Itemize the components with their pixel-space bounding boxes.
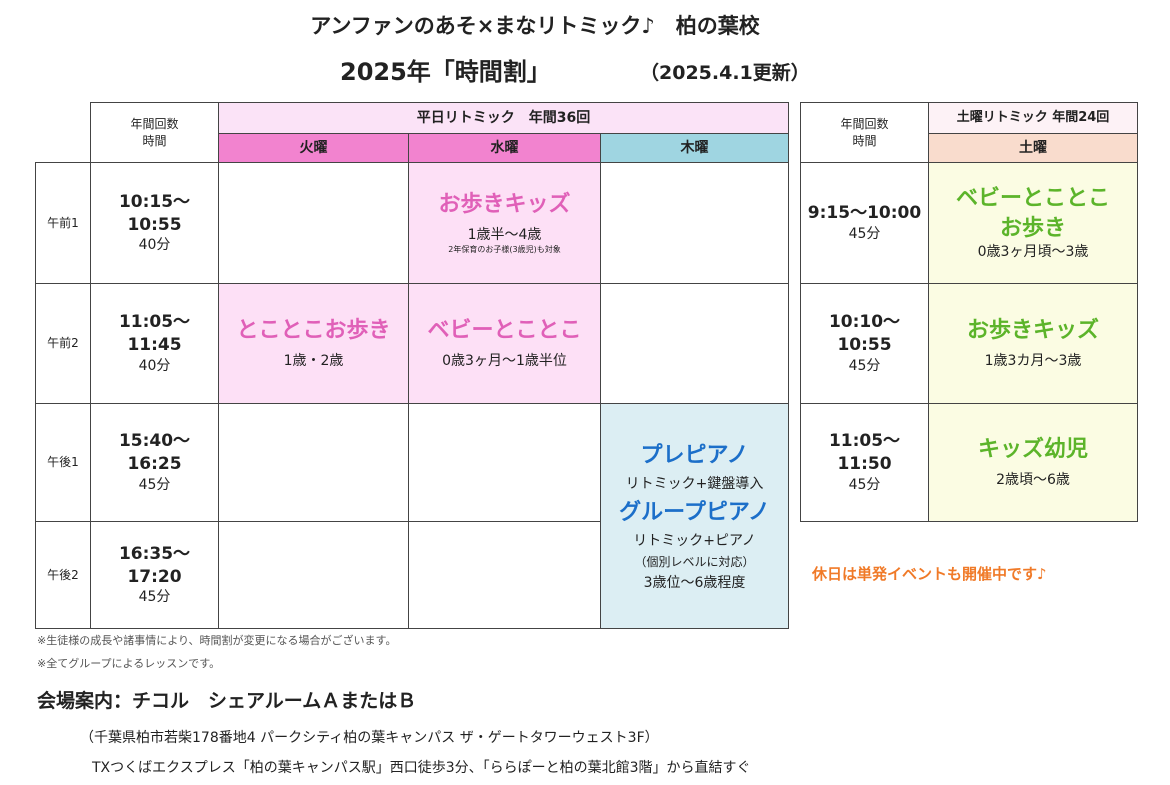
time-cell: 16:35～ 17:20 45分 [90,521,219,629]
class-age: 0歳3ヶ月頃～3歳 [977,244,1089,261]
class-name: ベビーとことこ [427,318,582,344]
corner-label: 時間 [142,133,167,148]
duration: 45分 [138,476,171,493]
class-desc: リトミック+鍵盤導入 [625,475,764,492]
class-name: キッズ幼児 [977,437,1088,463]
empty-cell [408,521,601,629]
day-sat: 土曜 [928,133,1138,163]
duration: 40分 [138,237,171,254]
class-name: お歩き [999,215,1066,241]
empty-cell [218,521,409,629]
empty-cell [600,283,789,404]
class-age: 0歳3ヶ月～1歳半位 [442,352,567,369]
venue-title: 会場案内：チコル シェアルームＡまたはＢ [37,690,417,712]
duration: 45分 [848,476,881,493]
class-cell: キッズ幼児 2歳頃～6歳 [928,403,1138,522]
class-note: 2年保育のお子様(3歳児)も対象 [448,244,561,254]
time: 11:45 [127,335,182,356]
time: 11:05～ [118,312,191,333]
time: 11:50 [837,454,892,475]
class-note: （個別レベルに対応） [634,554,755,569]
day-thu: 木曜 [600,133,789,163]
venue-access: TXつくばエクスプレス「柏の葉キャンパス駅」西口徒歩3分、「ららぽーと柏の葉北館… [92,760,751,776]
time-cell: 11:05～ 11:50 45分 [800,403,929,522]
period-label: 午前1 [35,162,91,284]
corner-label: 時間 [852,133,877,148]
corner-label: 年間回数 [840,117,889,132]
time: 9:15～10:00 [807,203,922,224]
note: ※全てグループによるレッスンです。 [37,657,221,670]
time: 16:35～ [118,543,191,564]
time: 15:40～ [118,431,191,452]
period-label: 午前2 [35,283,91,404]
saturday-corner: 年間回数 時間 [800,102,929,163]
corner-label: 年間回数 [130,117,179,132]
page-title: アンファンのあそ×まなリトミック♪ 柏の葉校 [310,14,760,38]
time-cell: 11:05～ 11:45 40分 [90,283,219,404]
note: ※生徒様の成長や諸事情により、時間割が変更になる場合がございます。 [37,634,397,647]
time-cell: 9:15～10:00 45分 [800,162,929,284]
duration: 40分 [138,357,171,374]
class-cell: ベビーとことこ お歩き 0歳3ヶ月頃～3歳 [928,162,1138,284]
class-age: 3歳位～6歳程度 [643,574,746,591]
class-name: プレピアノ [640,442,749,468]
day-tue: 火曜 [218,133,409,163]
class-name: お歩きキッズ [966,318,1099,344]
duration: 45分 [848,226,881,243]
time-cell: 15:40～ 16:25 45分 [90,403,219,522]
class-cell: ベビーとことこ 0歳3ヶ月～1歳半位 [408,283,601,404]
weekday-banner: 平日リトミック 年間36回 [218,102,789,134]
class-name: とことこお歩き [236,318,391,344]
time-cell: 10:10～ 10:55 45分 [800,283,929,404]
page-subtitle: 2025年「時間割」 [340,58,551,86]
class-cell: とことこお歩き 1歳・2歳 [218,283,409,404]
class-name: お歩きキッズ [438,192,571,218]
class-desc: リトミック+ピアノ [633,533,756,550]
period-label: 午後1 [35,403,91,522]
duration: 45分 [138,589,171,606]
period-label: 午後2 [35,521,91,629]
time-cell: 10:15～ 10:55 40分 [90,162,219,284]
holiday-note: 休日は単発イベントも開催中です♪ [812,565,1047,583]
time: 10:15～ [118,191,191,212]
class-name: ベビーとことこ [955,185,1110,211]
time: 10:55 [127,214,182,235]
class-age: 2歳頃～6歳 [996,471,1070,488]
time: 10:10～ [828,312,901,333]
venue-address: （千葉県柏市若柴178番地4 パークシティ柏の葉キャンパス ザ・ゲートタワーウェ… [80,730,659,746]
class-cell: お歩きキッズ 1歳半～4歳 2年保育のお子様(3歳児)も対象 [408,162,601,284]
class-name: グループピアノ [619,500,770,526]
duration: 45分 [848,357,881,374]
time: 11:05～ [828,431,901,452]
piano-class-cell: プレピアノリトミック+鍵盤導入グループピアノリトミック+ピアノ （個別レベルに対応… [600,403,789,629]
empty-cell [600,162,789,284]
time: 10:55 [837,335,892,356]
class-age: 1歳3カ月～3歳 [984,352,1082,369]
class-age: 1歳半～4歳 [467,227,542,243]
updated-date: （2025.4.1更新） [640,62,810,84]
empty-cell [408,403,601,522]
day-wed: 水曜 [408,133,601,163]
class-cell: お歩きキッズ 1歳3カ月～3歳 [928,283,1138,404]
class-age: 1歳・2歳 [283,352,344,369]
time: 16:25 [127,454,182,475]
time: 17:20 [127,566,182,587]
empty-cell [218,403,409,522]
saturday-banner: 土曜リトミック 年間24回 [928,102,1138,134]
weekday-corner: 年間回数 時間 [90,102,219,163]
empty-cell [218,162,409,284]
